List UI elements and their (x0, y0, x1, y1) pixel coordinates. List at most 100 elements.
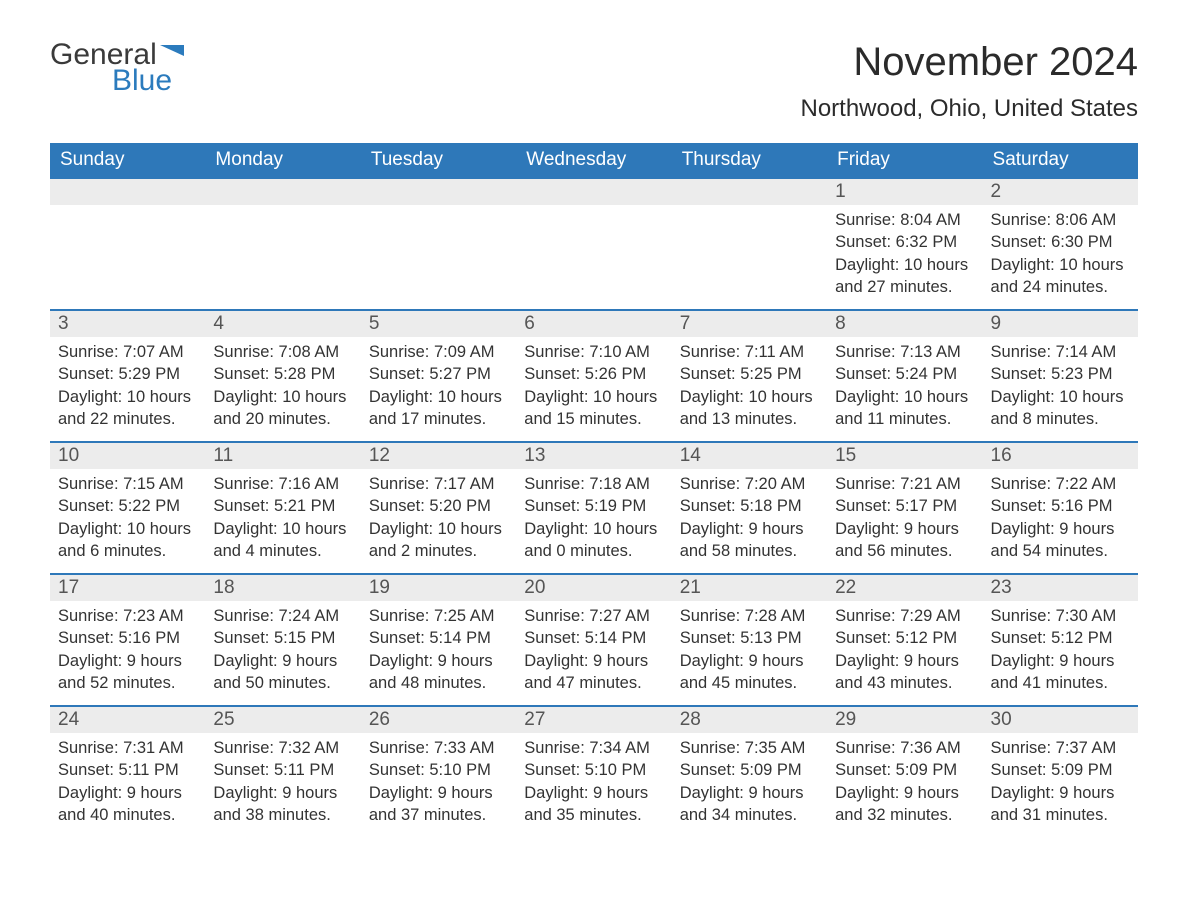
day-details: Sunrise: 7:24 AMSunset: 5:15 PMDaylight:… (205, 601, 360, 698)
sunrise-line: Sunrise: 7:31 AM (58, 737, 197, 759)
day-number: 21 (672, 575, 827, 601)
sunrise-line: Sunrise: 8:04 AM (835, 209, 974, 231)
day-number: 14 (672, 443, 827, 469)
page-title: November 2024 (800, 40, 1138, 85)
day-number: 29 (827, 707, 982, 733)
weekday-header: Monday (205, 143, 360, 178)
sunset-line: Sunset: 5:17 PM (835, 495, 974, 517)
daylight-line: Daylight: 9 hours and 31 minutes. (991, 782, 1130, 827)
sunrise-line: Sunrise: 7:34 AM (524, 737, 663, 759)
daylight-line: Daylight: 9 hours and 37 minutes. (369, 782, 508, 827)
day-number: 23 (983, 575, 1138, 601)
sunrise-line: Sunrise: 7:18 AM (524, 473, 663, 495)
day-number (672, 179, 827, 205)
daylight-line: Daylight: 9 hours and 40 minutes. (58, 782, 197, 827)
day-number: 1 (827, 179, 982, 205)
day-details: Sunrise: 7:33 AMSunset: 5:10 PMDaylight:… (361, 733, 516, 830)
daylight-line: Daylight: 9 hours and 45 minutes. (680, 650, 819, 695)
sunset-line: Sunset: 5:14 PM (524, 627, 663, 649)
day-number: 15 (827, 443, 982, 469)
logo-text-2: Blue (112, 66, 192, 96)
day-details: Sunrise: 7:07 AMSunset: 5:29 PMDaylight:… (50, 337, 205, 434)
day-details: Sunrise: 7:09 AMSunset: 5:27 PMDaylight:… (361, 337, 516, 434)
header: General Blue November 2024 Northwood, Oh… (50, 40, 1138, 137)
daylight-line: Daylight: 10 hours and 15 minutes. (524, 386, 663, 431)
sunrise-line: Sunrise: 7:25 AM (369, 605, 508, 627)
sunrise-line: Sunrise: 7:28 AM (680, 605, 819, 627)
day-number: 27 (516, 707, 671, 733)
sunrise-line: Sunrise: 7:21 AM (835, 473, 974, 495)
day-details: Sunrise: 7:17 AMSunset: 5:20 PMDaylight:… (361, 469, 516, 566)
day-details: Sunrise: 7:18 AMSunset: 5:19 PMDaylight:… (516, 469, 671, 566)
day-details: Sunrise: 7:30 AMSunset: 5:12 PMDaylight:… (983, 601, 1138, 698)
day-details: Sunrise: 7:08 AMSunset: 5:28 PMDaylight:… (205, 337, 360, 434)
day-details: Sunrise: 7:22 AMSunset: 5:16 PMDaylight:… (983, 469, 1138, 566)
sunrise-line: Sunrise: 7:27 AM (524, 605, 663, 627)
day-details: Sunrise: 7:25 AMSunset: 5:14 PMDaylight:… (361, 601, 516, 698)
calendar-day-cell: 2Sunrise: 8:06 AMSunset: 6:30 PMDaylight… (983, 178, 1138, 310)
sunset-line: Sunset: 5:29 PM (58, 363, 197, 385)
sunrise-line: Sunrise: 7:07 AM (58, 341, 197, 363)
daylight-line: Daylight: 10 hours and 0 minutes. (524, 518, 663, 563)
day-details: Sunrise: 8:06 AMSunset: 6:30 PMDaylight:… (983, 205, 1138, 302)
daylight-line: Daylight: 9 hours and 54 minutes. (991, 518, 1130, 563)
sunset-line: Sunset: 5:16 PM (991, 495, 1130, 517)
calendar-day-cell: 27Sunrise: 7:34 AMSunset: 5:10 PMDayligh… (516, 706, 671, 838)
calendar-day-cell: 22 Sunrise: 7:29 AMSunset: 5:12 PMDayligh… (827, 574, 982, 706)
sunset-line: Sunset: 5:13 PM (680, 627, 819, 649)
sunrise-line: Sunrise: 7:20 AM (680, 473, 819, 495)
sunset-line: Sunset: 5:24 PM (835, 363, 974, 385)
calendar-day-cell: 18Sunrise: 7:24 AMSunset: 5:15 PMDayligh… (205, 574, 360, 706)
sunset-line: Sunset: 5:16 PM (58, 627, 197, 649)
sunset-line: Sunset: 5:28 PM (213, 363, 352, 385)
daylight-line: Daylight: 10 hours and 2 minutes. (369, 518, 508, 563)
sunset-line: Sunset: 5:11 PM (213, 759, 352, 781)
calendar-week-row: 10Sunrise: 7:15 AMSunset: 5:22 PMDayligh… (50, 442, 1138, 574)
day-details: Sunrise: 7:35 AMSunset: 5:09 PMDaylight:… (672, 733, 827, 830)
calendar-day-cell: 13Sunrise: 7:18 AMSunset: 5:19 PMDayligh… (516, 442, 671, 574)
day-details: Sunrise: 7:15 AMSunset: 5:22 PMDaylight:… (50, 469, 205, 566)
day-number (516, 179, 671, 205)
sunset-line: Sunset: 5:10 PM (369, 759, 508, 781)
daylight-line: Daylight: 10 hours and 27 minutes. (835, 254, 974, 299)
calendar-table: SundayMondayTuesdayWednesdayThursdayFrid… (50, 143, 1138, 838)
daylight-line: Daylight: 9 hours and 35 minutes. (524, 782, 663, 827)
calendar-day-cell: 20Sunrise: 7:27 AMSunset: 5:14 PMDayligh… (516, 574, 671, 706)
location-subtitle: Northwood, Ohio, United States (800, 95, 1138, 123)
sunrise-line: Sunrise: 7:29 AM (835, 605, 974, 627)
day-number: 12 (361, 443, 516, 469)
daylight-line: Daylight: 9 hours and 58 minutes. (680, 518, 819, 563)
day-number: 24 (50, 707, 205, 733)
day-number: 25 (205, 707, 360, 733)
daylight-line: Daylight: 9 hours and 32 minutes. (835, 782, 974, 827)
day-number: 6 (516, 311, 671, 337)
day-number: 5 (361, 311, 516, 337)
calendar-day-cell: 12Sunrise: 7:17 AMSunset: 5:20 PMDayligh… (361, 442, 516, 574)
calendar-day-cell: 1Sunrise: 8:04 AMSunset: 6:32 PMDaylight… (827, 178, 982, 310)
day-number: 26 (361, 707, 516, 733)
calendar-day-cell (205, 178, 360, 310)
calendar-header-row: SundayMondayTuesdayWednesdayThursdayFrid… (50, 143, 1138, 178)
sunrise-line: Sunrise: 7:37 AM (991, 737, 1130, 759)
day-details: Sunrise: 7:27 AMSunset: 5:14 PMDaylight:… (516, 601, 671, 698)
sunset-line: Sunset: 5:12 PM (835, 627, 974, 649)
sunset-line: Sunset: 6:30 PM (991, 231, 1130, 253)
sunrise-line: Sunrise: 7:17 AM (369, 473, 508, 495)
day-details: Sunrise: 7:13 AMSunset: 5:24 PMDaylight:… (827, 337, 982, 434)
calendar-week-row: 3Sunrise: 7:07 AMSunset: 5:29 PMDaylight… (50, 310, 1138, 442)
weekday-header: Tuesday (361, 143, 516, 178)
calendar-day-cell: 4Sunrise: 7:08 AMSunset: 5:28 PMDaylight… (205, 310, 360, 442)
day-number: 13 (516, 443, 671, 469)
daylight-line: Daylight: 10 hours and 13 minutes. (680, 386, 819, 431)
calendar-day-cell: 5Sunrise: 7:09 AMSunset: 5:27 PMDaylight… (361, 310, 516, 442)
sunrise-line: Sunrise: 8:06 AM (991, 209, 1130, 231)
day-number (361, 179, 516, 205)
calendar-body: 1Sunrise: 8:04 AMSunset: 6:32 PMDaylight… (50, 178, 1138, 838)
day-number: 30 (983, 707, 1138, 733)
sunrise-line: Sunrise: 7:36 AM (835, 737, 974, 759)
daylight-line: Daylight: 10 hours and 20 minutes. (213, 386, 352, 431)
daylight-line: Daylight: 9 hours and 43 minutes. (835, 650, 974, 695)
daylight-line: Daylight: 9 hours and 56 minutes. (835, 518, 974, 563)
day-number: 22 (827, 575, 982, 601)
daylight-line: Daylight: 10 hours and 11 minutes. (835, 386, 974, 431)
